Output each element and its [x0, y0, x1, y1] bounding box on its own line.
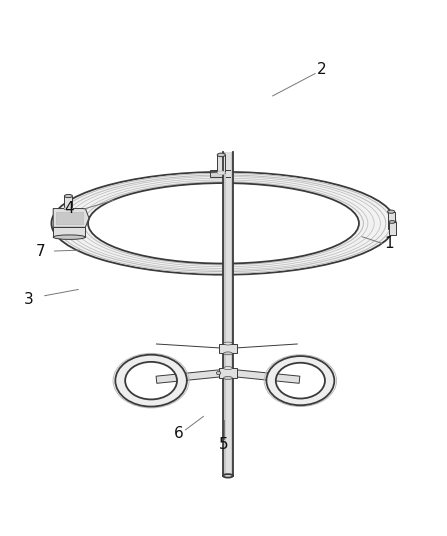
- Bar: [219, 344, 237, 353]
- Ellipse shape: [217, 153, 225, 157]
- Ellipse shape: [53, 235, 85, 240]
- Ellipse shape: [64, 207, 72, 210]
- Polygon shape: [266, 356, 334, 405]
- Bar: [389, 222, 396, 235]
- Ellipse shape: [224, 352, 232, 355]
- Text: 7: 7: [35, 243, 45, 258]
- Bar: [210, 170, 232, 177]
- Ellipse shape: [216, 371, 221, 375]
- Ellipse shape: [223, 474, 233, 478]
- Bar: [231, 152, 233, 476]
- Bar: [217, 155, 225, 173]
- Polygon shape: [232, 369, 300, 383]
- Bar: [64, 196, 72, 209]
- Polygon shape: [115, 355, 187, 407]
- Text: 3: 3: [24, 292, 34, 307]
- Text: 2: 2: [317, 62, 327, 77]
- Ellipse shape: [224, 342, 232, 345]
- Text: 5: 5: [219, 437, 228, 452]
- Ellipse shape: [217, 171, 225, 175]
- Text: 6: 6: [174, 426, 184, 441]
- Bar: [53, 227, 85, 237]
- Bar: [223, 152, 225, 476]
- Ellipse shape: [389, 221, 395, 224]
- Bar: [388, 212, 395, 229]
- Ellipse shape: [224, 367, 232, 370]
- Ellipse shape: [224, 376, 232, 379]
- Ellipse shape: [64, 195, 72, 198]
- Polygon shape: [156, 369, 224, 383]
- Polygon shape: [53, 209, 89, 227]
- Polygon shape: [56, 212, 83, 224]
- Bar: [219, 368, 237, 378]
- Text: 1: 1: [384, 236, 394, 251]
- Ellipse shape: [388, 210, 395, 213]
- Polygon shape: [51, 172, 396, 275]
- Text: 4: 4: [64, 202, 74, 217]
- Bar: [223, 152, 233, 476]
